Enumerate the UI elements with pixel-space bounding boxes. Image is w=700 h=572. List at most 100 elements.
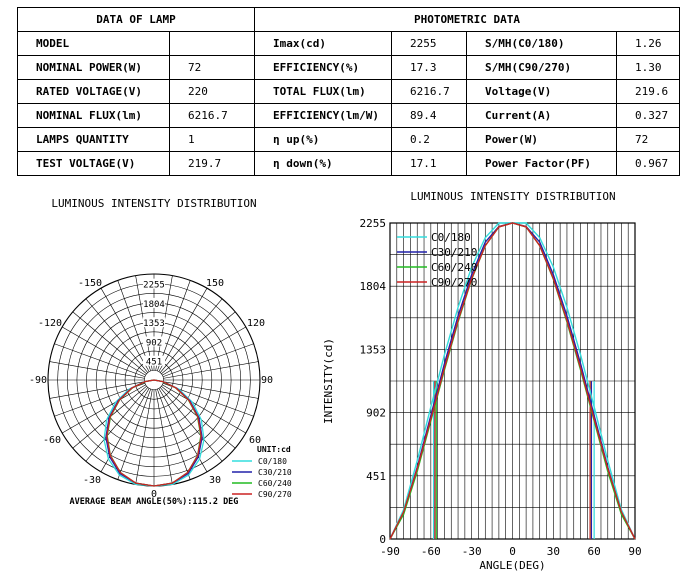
- x-tick-label: 60: [588, 545, 601, 558]
- table-cell-key: Voltage(V): [466, 79, 618, 104]
- table-cell-value: 0.327: [616, 103, 681, 128]
- polar-spoke: [54, 343, 155, 381]
- polar-spoke: [153, 379, 259, 399]
- radial-tick-bg: [143, 336, 165, 347]
- y-tick-label: 902: [366, 407, 386, 420]
- polar-ring: [124, 350, 184, 410]
- polar-spoke: [62, 379, 155, 434]
- x-tick-label: 0: [509, 545, 516, 558]
- beam-angle-text: AVERAGE BEAM ANGLE(50%):115.2 DEG: [70, 497, 239, 507]
- polar-spoke: [153, 361, 259, 381]
- polar-spoke: [49, 379, 155, 399]
- table-row: TEST VOLTAGE(V) 219.7 η down(%) 17.1 Pow…: [17, 151, 681, 176]
- polar-angle-label: -30: [83, 475, 101, 486]
- polar-spoke: [135, 379, 155, 485]
- polar-legend-label: C60/240: [258, 479, 292, 488]
- y-tick-label: 2255: [360, 217, 387, 230]
- table-cell-value: 89.4: [391, 103, 468, 128]
- polar-ring: [105, 331, 203, 429]
- radial-tick-bg: [143, 297, 165, 308]
- polar-spoke: [72, 311, 155, 381]
- table-cell-value: 6216.7: [168, 103, 256, 128]
- polar-ring: [66, 292, 242, 468]
- polar-spoke: [117, 379, 155, 480]
- table-cell-value: 72: [616, 127, 681, 152]
- table-cell-value: 0.967: [616, 151, 681, 176]
- polar-spoke: [49, 361, 155, 381]
- table-header-row: DATA OF LAMP PHOTOMETRIC DATA: [16, 7, 681, 32]
- table-cell-key: S/MH(C0/180): [466, 31, 618, 56]
- polar-angle-label: -120: [38, 318, 62, 329]
- table-row: NOMINAL POWER(W) 72 EFFICIENCY(%) 17.3 S…: [17, 55, 681, 80]
- polar-angle-label: -150: [78, 278, 102, 289]
- x-axis-label: ANGLE(DEG): [479, 559, 545, 572]
- radial-tick-label: 902: [146, 338, 162, 348]
- photometric-data-header: PHOTOMETRIC DATA: [254, 7, 681, 32]
- table-cell-value: 72: [168, 55, 256, 80]
- table-cell-value: 6216.7: [391, 79, 468, 104]
- table-cell-key: TEST VOLTAGE(V): [17, 151, 170, 176]
- y-tick-label: 1353: [360, 343, 387, 356]
- y-tick-label: 451: [366, 470, 386, 483]
- polar-spoke: [85, 379, 155, 462]
- line-legend-label: C0/180: [431, 231, 471, 244]
- polar-angle-label: 30: [209, 475, 221, 486]
- polar-unit-label: UNIT:cd: [257, 445, 291, 454]
- table-cell-key: EFFICIENCY(%): [254, 55, 393, 80]
- polar-spoke: [72, 379, 155, 449]
- polar-legend-label: C30/210: [258, 468, 292, 477]
- polar-angle-label: -60: [43, 435, 61, 446]
- y-axis-label: INTENSITY(cd): [322, 338, 335, 424]
- table-cell-key: η up(%): [254, 127, 393, 152]
- polar-ring: [86, 312, 222, 448]
- polar-angle-label: 150: [206, 278, 224, 289]
- radial-tick-bg: [143, 278, 165, 289]
- polar-spoke: [153, 298, 223, 381]
- table-cell-key: EFFICIENCY(lm/W): [254, 103, 393, 128]
- polar-series-curve: [106, 379, 202, 487]
- radial-tick-bg: [143, 355, 165, 366]
- x-tick-label: -30: [462, 545, 482, 558]
- polar-legend-label: C0/180: [258, 457, 287, 466]
- polar-angle-label: 120: [247, 318, 265, 329]
- y-tick-label: 0: [379, 533, 386, 546]
- line-legend-label: C60/240: [431, 261, 477, 274]
- table-cell-key: LAMPS QUANTITY: [17, 127, 170, 152]
- polar-spoke: [153, 311, 236, 381]
- spec-table: DATA OF LAMP PHOTOMETRIC DATA MODEL Imax…: [16, 7, 681, 176]
- polar-angle-label: 0: [151, 489, 157, 500]
- x-tick-label: -90: [380, 545, 400, 558]
- line-legend-label: C30/210: [431, 246, 477, 259]
- table-cell-value: 219.7: [168, 151, 256, 176]
- table-row: RATED VOLTAGE(V) 220 TOTAL FLUX(lm) 6216…: [17, 79, 681, 104]
- polar-spoke: [153, 379, 223, 462]
- polar-spoke: [62, 326, 155, 381]
- polar-chart-title: LUMINOUS INTENSITY DISTRIBUTION: [51, 197, 256, 210]
- table-row: MODEL Imax(cd) 2255 S/MH(C0/180) 1.26: [17, 31, 681, 56]
- polar-spoke: [153, 379, 173, 485]
- table-cell-key: η down(%): [254, 151, 393, 176]
- x-tick-label: 30: [547, 545, 560, 558]
- radial-tick-label: 1353: [143, 319, 165, 329]
- radial-tick-label: 1804: [143, 300, 165, 310]
- line-series-curve: [389, 222, 636, 540]
- polar-spoke: [153, 379, 236, 449]
- lamp-data-header: DATA OF LAMP: [16, 7, 256, 32]
- line-legend-label: C90/270: [431, 276, 477, 289]
- radial-tick-label: 2255: [143, 281, 165, 291]
- polar-spoke: [153, 326, 246, 381]
- table-cell-value: 1: [168, 127, 256, 152]
- polar-angle-label: 60: [249, 435, 261, 446]
- polar-angle-label: 90: [261, 375, 273, 386]
- polar-spoke: [85, 298, 155, 381]
- polar-angle-label: -90: [29, 375, 47, 386]
- table-cell-value: 17.1: [391, 151, 468, 176]
- polar-spoke: [153, 379, 191, 480]
- polar-spoke: [153, 343, 254, 381]
- line-chart-title: LUMINOUS INTENSITY DISTRIBUTION: [410, 190, 615, 203]
- table-cell-value: 220: [168, 79, 256, 104]
- table-cell-value: 0.2: [391, 127, 468, 152]
- radial-tick-label: 451: [146, 358, 162, 368]
- radial-tick-bg: [143, 317, 165, 328]
